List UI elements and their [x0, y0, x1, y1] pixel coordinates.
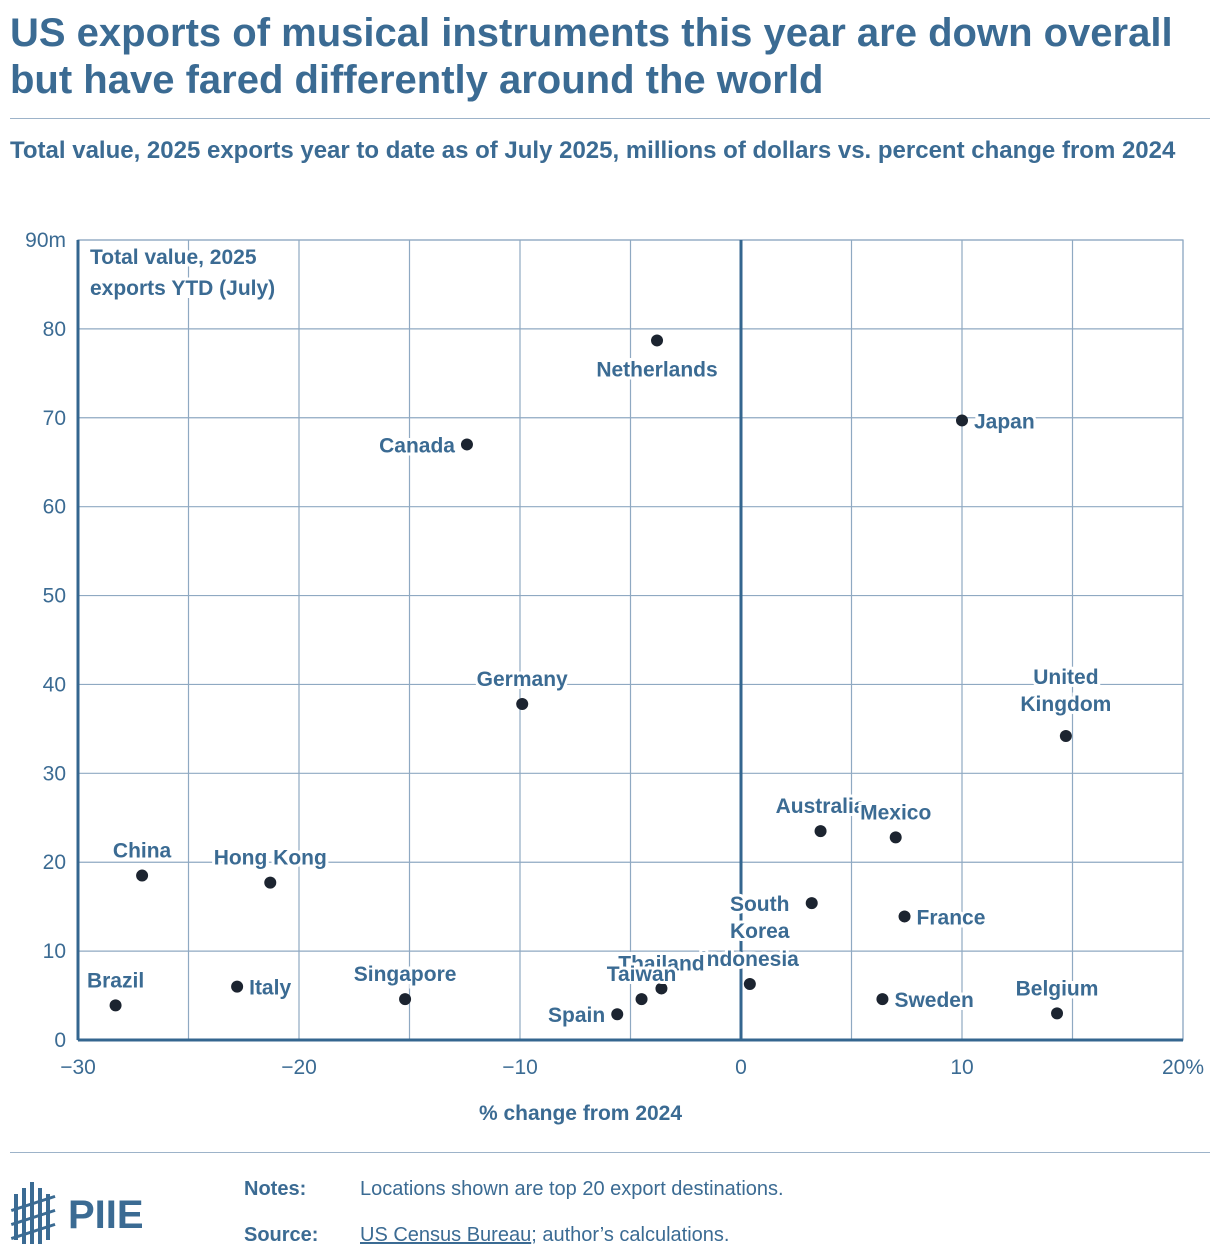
point-belgium	[1051, 1007, 1064, 1020]
point-brazil	[109, 999, 122, 1012]
point-label: Japan	[974, 410, 1035, 433]
point-label: Australia	[776, 795, 866, 818]
x-tick-label: 20%	[1162, 1056, 1204, 1079]
y-tick-label: 40	[43, 673, 66, 696]
y-tick-label: 90m	[25, 229, 66, 252]
point-united-kingdom	[1059, 730, 1072, 742]
y-tick-label: 30	[43, 762, 66, 785]
point-label: Taiwan	[607, 963, 677, 986]
point-mexico	[889, 831, 902, 844]
tick-labels: 0 10 20 30 40 50 60 70 80 90m −30 −20 −10 0 10 20%	[25, 229, 1204, 1079]
point-label: China	[113, 840, 172, 863]
notes-label: Notes:	[244, 1178, 307, 1200]
notes-text: Locations shown are top 20 export destin…	[360, 1178, 784, 1200]
point-label: Belgium	[1016, 977, 1099, 1000]
x-tick-label: 10	[950, 1056, 973, 1079]
point-label: Germany	[477, 668, 568, 691]
y-axis-title: Total value, 2025	[90, 246, 257, 269]
point-italy	[231, 980, 244, 993]
y-tick-label: 10	[43, 940, 66, 963]
title-divider	[10, 118, 1210, 119]
point-thailand	[655, 982, 668, 995]
x-tick-label: 0	[735, 1056, 747, 1079]
point-label: Netherlands	[596, 358, 717, 381]
point-labels: Netherlands Japan Canada Germany United Kingd…	[84, 355, 1114, 1030]
scatter-chart: 0 10 20 30 40 50 60 70 80 90m −30 −20 −10 0 10 20% Neth…	[25, 229, 1204, 1125]
point-south-korea	[805, 897, 818, 910]
point-label: Canada	[379, 434, 455, 457]
point-label: Hong Kong	[214, 847, 327, 870]
logo-icon: PIIE	[10, 1182, 144, 1244]
point-label: Thailand	[618, 952, 704, 975]
footer-divider	[10, 1152, 1210, 1153]
point-hong-kong	[264, 876, 277, 889]
point-australia	[814, 825, 827, 838]
point-france	[898, 910, 911, 923]
source-label: Source:	[244, 1224, 319, 1246]
x-tick-label: −10	[502, 1056, 538, 1079]
point-label: Spain	[548, 1004, 605, 1027]
x-tick-label: −20	[281, 1056, 317, 1079]
source-text: US Census Bureau; author’s calculations.	[360, 1224, 729, 1247]
point-canada	[460, 438, 473, 451]
x-axis-title: % change from 2024	[479, 1102, 682, 1125]
y-tick-label: 20	[43, 851, 66, 874]
point-label: Singapore	[354, 963, 457, 986]
piie-logo: PIIE	[10, 1180, 180, 1250]
axis-titles: % change from 2024 Total value, 2025 expor…	[87, 243, 682, 1125]
source-link[interactable]: US Census Bureau	[360, 1224, 532, 1246]
y-tick-label: 70	[43, 407, 66, 430]
point-label: Brazil	[87, 969, 144, 992]
point-sweden	[876, 993, 889, 1006]
y-tick-label: 50	[43, 585, 66, 608]
point-label: Mexico	[860, 801, 931, 824]
y-tick-label: 80	[43, 318, 66, 341]
point-japan	[956, 414, 968, 427]
chart-subtitle: Total value, 2025 exports year to date a…	[10, 137, 1176, 164]
data-points	[109, 334, 1072, 1021]
point-singapore	[399, 993, 412, 1006]
point-china	[136, 869, 149, 882]
source-rest: ; author’s calculations.	[531, 1224, 730, 1246]
point-label: Sweden	[894, 989, 973, 1012]
point-netherlands	[651, 334, 664, 347]
chart-title: US exports of musical instruments this y…	[10, 11, 1173, 102]
point-indonesia	[743, 978, 756, 990]
x-tick-label: −30	[60, 1056, 96, 1079]
point-label: South Korea	[730, 893, 790, 943]
y-tick-label: 60	[43, 496, 66, 519]
point-taiwan	[635, 993, 648, 1006]
point-label: United Kingdom	[1020, 666, 1111, 716]
point-germany	[516, 698, 529, 710]
axes	[76, 240, 1183, 1042]
logo-text: PIIE	[68, 1193, 144, 1237]
point-label: France	[917, 906, 986, 929]
point-label: Italy	[249, 977, 291, 1000]
y-tick-label: 0	[54, 1029, 66, 1052]
y-axis-title: exports YTD (July)	[90, 277, 275, 300]
point-spain	[611, 1008, 624, 1021]
point-label: Indonesia	[701, 948, 799, 971]
